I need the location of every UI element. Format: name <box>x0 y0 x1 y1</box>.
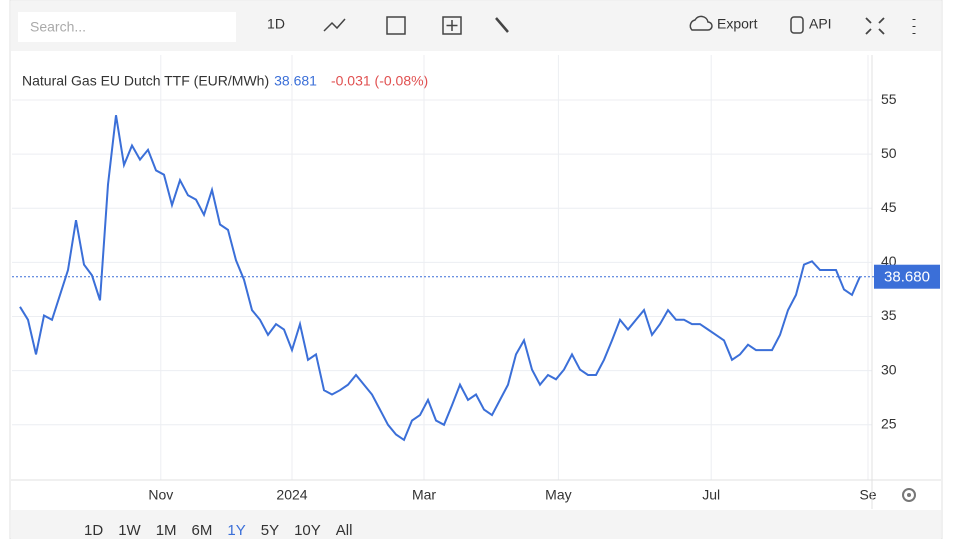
axis-settings-icon[interactable] <box>902 488 916 502</box>
plot <box>12 55 872 480</box>
fullscreen-icon[interactable] <box>865 17 885 35</box>
range-button[interactable]: 5Y <box>261 522 279 539</box>
frame <box>9 0 943 540</box>
export-button[interactable]: Export <box>717 16 758 32</box>
price-line <box>19 115 861 442</box>
gear-hub <box>907 493 911 497</box>
range-button[interactable]: 1Y <box>227 522 245 539</box>
chart-type-icon[interactable] <box>323 18 346 32</box>
last-price: 38.681 <box>274 73 317 89</box>
range-button[interactable]: 10Y <box>294 522 321 539</box>
add-icon[interactable] <box>442 16 462 35</box>
y-tick-label: 25 <box>881 415 897 431</box>
x-tick-label: 2024 <box>276 487 307 503</box>
search-placeholder: Search... <box>30 19 86 35</box>
x-tick-label: Mar <box>412 487 436 503</box>
x-tick-label: May <box>545 487 571 503</box>
range-button[interactable]: All <box>336 522 353 539</box>
export-icon <box>689 15 713 31</box>
y-tick-label: 30 <box>881 361 897 377</box>
last-price-tag <box>874 264 940 289</box>
x-tick-label: Jul <box>702 487 720 503</box>
last-price-label: 38.680 <box>884 269 930 286</box>
range-button[interactable]: 1D <box>84 522 103 539</box>
range-button[interactable]: 1W <box>118 522 141 539</box>
y-tick-label: 35 <box>881 307 897 323</box>
x-tick-label: Se <box>859 487 876 503</box>
calendar-icon[interactable] <box>386 16 406 35</box>
interval-button[interactable]: 1D <box>267 16 285 32</box>
add-plus <box>446 20 458 31</box>
price-change: -0.031 (-0.08%) <box>331 73 428 89</box>
api-button[interactable]: API <box>809 16 832 32</box>
settings-wrench[interactable] <box>495 17 509 33</box>
y-tick-label: 45 <box>881 199 897 215</box>
x-tick-label: Nov <box>148 487 173 503</box>
range-button[interactable]: 1M <box>156 522 177 539</box>
search-box[interactable] <box>18 12 236 42</box>
chart-title: Natural Gas EU Dutch TTF (EUR/MWh) <box>22 73 269 89</box>
gear <box>902 488 916 502</box>
api-icon <box>790 16 804 34</box>
y-tick-label: 55 <box>881 91 897 107</box>
range-button[interactable]: 6M <box>192 522 213 539</box>
range-bar <box>11 510 941 539</box>
y-tick-label: 50 <box>881 145 897 161</box>
